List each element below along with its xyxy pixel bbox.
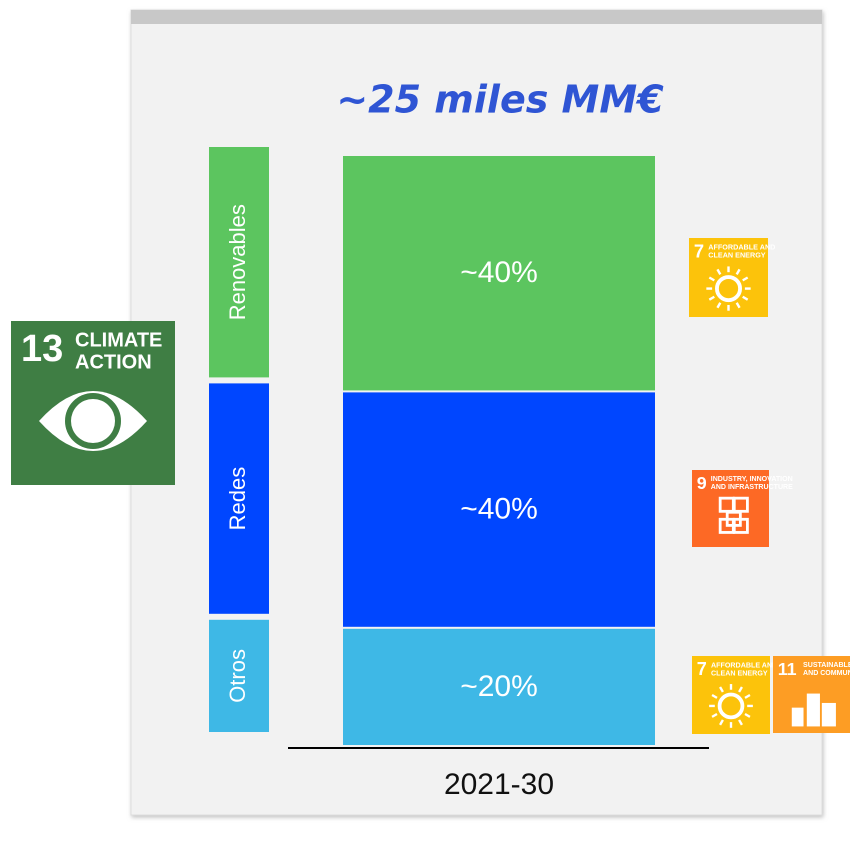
sdg-symbol	[742, 276, 749, 282]
sdg-symbol	[735, 302, 741, 309]
sdg-label: SUSTAINABLE CITIES	[803, 662, 861, 669]
legend-label: Otros	[225, 649, 250, 703]
sdg-symbol	[711, 693, 718, 699]
sdg-label: CLEAN ENERGY	[711, 669, 768, 677]
sdg-symbol	[735, 268, 741, 275]
bar-segment	[343, 392, 655, 627]
sdg-symbol	[716, 302, 722, 309]
sdg-symbol	[738, 719, 743, 726]
sdg-symbol	[715, 275, 742, 303]
sdg-label: AFFORDABLE AND	[711, 661, 777, 669]
sdg-number: 7	[694, 240, 704, 261]
sdg-label: AND INFRASTRUCTURE	[711, 484, 793, 491]
sdg-symbol	[71, 399, 115, 443]
bar-segment	[343, 628, 655, 745]
panel-header	[131, 10, 822, 24]
sdg-number: 9	[697, 473, 707, 493]
sdg-symbol	[791, 707, 804, 727]
sdg-icon: 11 SUSTAINABLE CITIESAND COMMUNITIES	[773, 656, 861, 733]
value-label: ~40%	[460, 256, 538, 289]
sdg-symbol	[716, 268, 722, 275]
legend-label: Redes	[225, 467, 250, 531]
sdg-symbol	[742, 295, 749, 301]
sdg-number: 7	[697, 659, 707, 679]
sdg-number: 11	[778, 659, 797, 679]
sdg-label: AND COMMUNITIES	[803, 670, 861, 677]
sdg-symbol	[744, 712, 751, 718]
sdg-label: AFFORDABLE AND	[708, 243, 775, 252]
legend-label: Renovables	[225, 204, 250, 320]
sdg-number: 13	[21, 328, 63, 370]
sdg-symbol	[719, 719, 724, 726]
x-tick-label: 2021-30	[444, 768, 554, 801]
sdg-label: ACTION	[75, 351, 152, 373]
sdg-label: CLEAN ENERGY	[708, 251, 766, 260]
sdg-background	[692, 470, 769, 547]
sdg-symbol	[711, 712, 718, 718]
sdg-symbol	[732, 517, 749, 534]
legend-swatch	[209, 147, 269, 378]
legend-swatch	[209, 383, 269, 614]
sdg-symbol	[821, 702, 836, 727]
value-label: ~20%	[460, 670, 538, 703]
sdg-symbol	[744, 693, 751, 699]
sdg-symbol	[806, 693, 820, 727]
sdg-symbol	[708, 276, 715, 282]
value-label: ~40%	[460, 493, 538, 526]
sdg-symbol	[708, 295, 715, 301]
sdg-label: CLIMATE	[75, 329, 162, 351]
sdg-label: INDUSTRY, INNOVATION	[711, 476, 793, 483]
sdg-symbol	[719, 686, 724, 693]
sdg-symbol	[738, 686, 743, 693]
bar-segment	[343, 156, 655, 391]
chart-title: ~25 miles MM€	[336, 78, 664, 122]
legend-swatch	[209, 619, 269, 732]
sdg-symbol	[717, 692, 745, 720]
